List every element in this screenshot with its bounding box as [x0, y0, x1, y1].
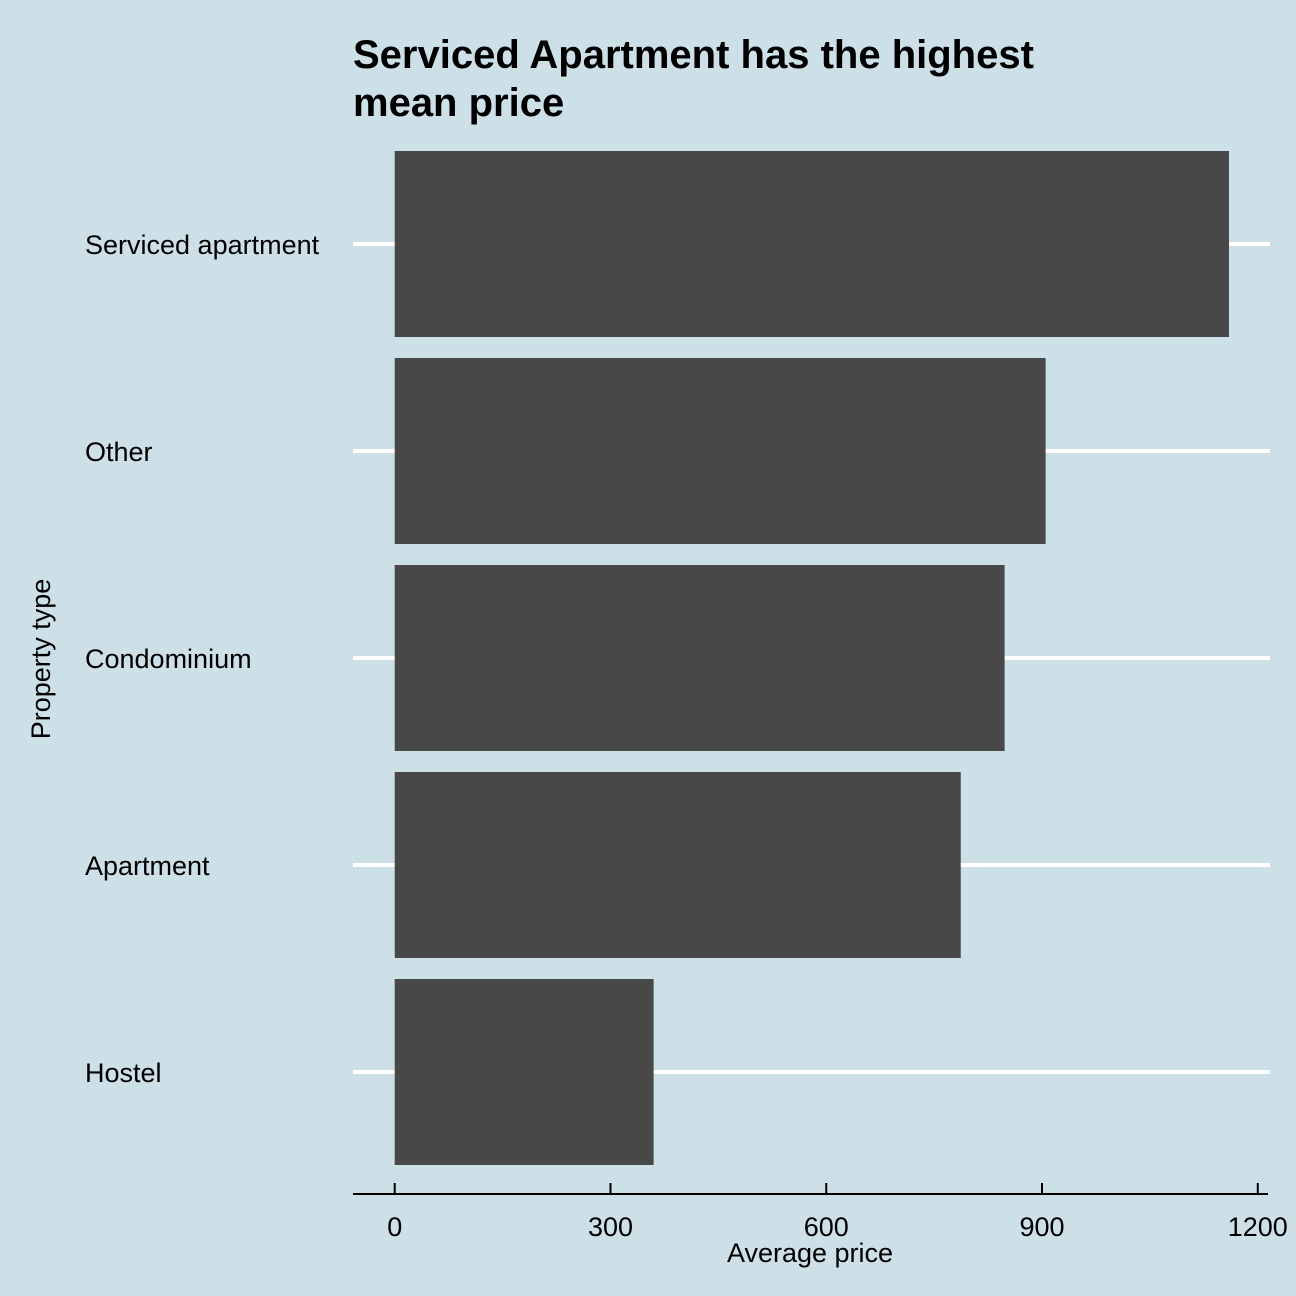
x-tick-label: 900 — [1019, 1212, 1064, 1242]
bar-other — [394, 358, 1046, 544]
bars — [394, 151, 1230, 1165]
x-axis-label: Average price — [727, 1238, 893, 1268]
y-axis-label: Property type — [26, 579, 56, 740]
category-label: Apartment — [85, 851, 210, 881]
bar-serviced-apartment — [394, 151, 1230, 337]
chart-title-line-1: Serviced Apartment has the highest — [353, 33, 1034, 77]
category-label: Serviced apartment — [85, 230, 320, 260]
category-label: Hostel — [85, 1058, 162, 1088]
x-tick-label: 300 — [588, 1212, 633, 1242]
x-tick-label: 0 — [387, 1212, 402, 1242]
bar-apartment — [394, 772, 961, 958]
bar-condominium — [394, 565, 1005, 751]
category-label: Other — [85, 437, 153, 467]
chart-title-line-2: mean price — [353, 81, 564, 125]
x-tick-label: 600 — [804, 1212, 849, 1242]
x-tick-label: 1200 — [1228, 1212, 1288, 1242]
category-labels: Serviced apartment Other Condominium Apartm… — [85, 230, 320, 1088]
bar-hostel — [394, 979, 654, 1165]
x-axis-ticks: 0 300 600 900 1200 — [387, 1183, 1288, 1242]
category-label: Condominium — [85, 644, 252, 674]
